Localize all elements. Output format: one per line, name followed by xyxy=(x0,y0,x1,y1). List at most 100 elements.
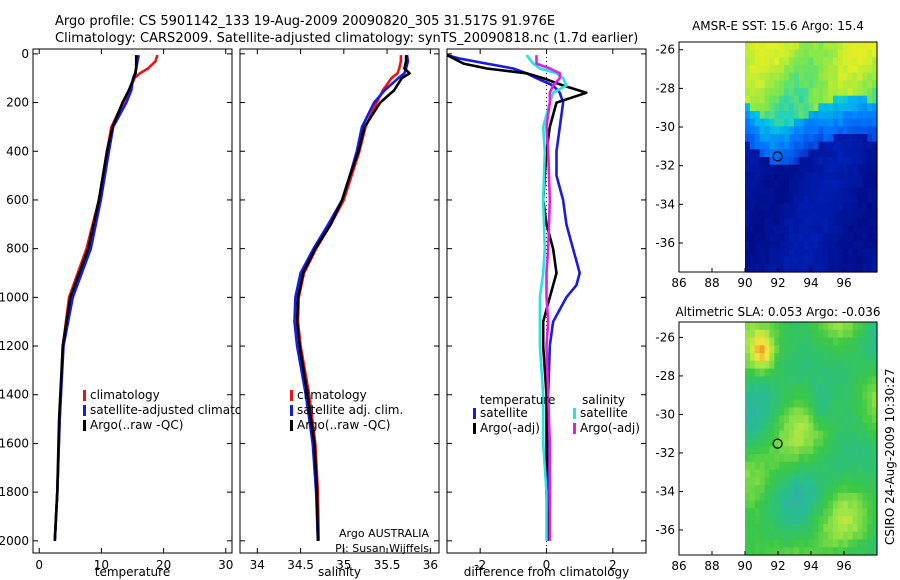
sla-cell xyxy=(847,360,854,370)
sla-cell xyxy=(818,492,824,502)
sst-cell xyxy=(784,226,790,235)
legend-title-salinity: salinity xyxy=(582,393,625,407)
sst-cell xyxy=(837,249,844,258)
sst-cell xyxy=(823,210,829,219)
sst-cell xyxy=(774,203,780,212)
sla-cell xyxy=(798,368,805,377)
sst-cell xyxy=(818,180,824,189)
sla-cell xyxy=(769,430,775,440)
sst-cell xyxy=(872,256,878,265)
sst-cell xyxy=(842,210,849,219)
sla-cell xyxy=(784,477,790,486)
sla-cell xyxy=(862,384,868,393)
sst-cell xyxy=(818,95,824,104)
sst-cell xyxy=(828,187,834,196)
sst-cell xyxy=(842,226,849,235)
sla-cell xyxy=(774,446,780,455)
sst-cell xyxy=(833,172,839,181)
sla-cell xyxy=(862,430,868,440)
sla-cell xyxy=(872,422,878,432)
sst-cell xyxy=(833,256,839,265)
sla-cell xyxy=(789,477,795,486)
sla-cell xyxy=(769,376,775,385)
sla-cell xyxy=(847,322,854,331)
sst-cell xyxy=(857,88,863,97)
sst-cell xyxy=(774,256,780,265)
sst-cell xyxy=(749,226,756,235)
sst-cell xyxy=(847,42,854,51)
sla-cell xyxy=(833,469,839,478)
sst-cell xyxy=(867,103,873,112)
sla-cell xyxy=(872,407,878,416)
sst-cell xyxy=(779,233,785,242)
sst-cell xyxy=(867,218,873,227)
sla-cell xyxy=(862,477,868,486)
y-tick-label: 600 xyxy=(6,193,29,207)
sst-cell xyxy=(833,187,839,196)
sst-cell xyxy=(837,65,844,74)
sla-cell xyxy=(828,391,834,401)
sla-cell xyxy=(833,391,839,401)
sst-cell xyxy=(764,141,771,150)
sst-cell xyxy=(828,95,834,104)
sla-cell xyxy=(759,345,766,354)
sla-cell xyxy=(745,415,751,424)
sla-cell xyxy=(779,376,785,385)
sst-cell xyxy=(828,49,834,58)
sla-cell xyxy=(828,329,834,339)
sst-cell xyxy=(837,103,844,112)
sla-cell xyxy=(769,461,775,471)
sla-cell xyxy=(749,422,756,432)
sla-cell xyxy=(798,376,805,385)
sst-cell xyxy=(808,42,815,51)
sla-cell xyxy=(837,485,844,494)
sla-cell xyxy=(798,508,805,517)
sla-cell xyxy=(818,469,824,478)
sla-cell xyxy=(833,422,839,432)
sst-cell xyxy=(857,264,863,273)
sst-cell xyxy=(754,233,761,242)
sst-cell xyxy=(803,134,810,143)
sla-cell xyxy=(847,446,854,455)
sst-cell xyxy=(793,195,800,204)
sla-cell xyxy=(862,345,868,354)
lat-tick-label: -34 xyxy=(655,484,675,498)
sst-cell xyxy=(764,72,771,81)
sst-cell xyxy=(833,72,839,81)
sst-cell xyxy=(837,226,844,235)
sst-cell xyxy=(769,111,775,120)
sla-cell xyxy=(857,469,863,478)
sla-cell xyxy=(837,422,844,432)
sla-cell xyxy=(779,353,785,362)
sla-cell xyxy=(779,477,785,486)
sla-cell xyxy=(808,391,815,401)
sst-cell xyxy=(789,218,795,227)
sst-cell xyxy=(862,42,868,51)
sla-cell xyxy=(828,523,834,533)
sst-cell xyxy=(798,195,805,204)
sla-cell xyxy=(813,360,819,370)
sla-cell xyxy=(754,415,761,424)
sst-cell xyxy=(867,256,873,265)
sla-cell xyxy=(808,407,815,416)
legend-label: Argo(..raw -QC) xyxy=(90,418,183,432)
sst-cell xyxy=(759,103,766,112)
sst-cell xyxy=(745,65,751,74)
sst-cell xyxy=(798,149,805,158)
sla-cell xyxy=(828,539,834,548)
sst-cell xyxy=(842,157,849,166)
legend-swatch xyxy=(473,408,476,419)
sst-cell xyxy=(798,80,805,89)
sst-cell xyxy=(779,49,785,58)
sla-cell xyxy=(818,407,824,416)
sla-cell xyxy=(784,407,790,416)
sla-cell xyxy=(754,469,761,478)
sst-cell xyxy=(774,249,780,258)
sst-cell xyxy=(784,65,790,74)
sla-cell xyxy=(842,329,849,339)
sla-cell xyxy=(779,485,785,494)
sla-cell xyxy=(769,360,775,370)
sla-cell xyxy=(837,376,844,385)
sst-cell xyxy=(818,226,824,235)
sla-cell xyxy=(774,329,780,339)
